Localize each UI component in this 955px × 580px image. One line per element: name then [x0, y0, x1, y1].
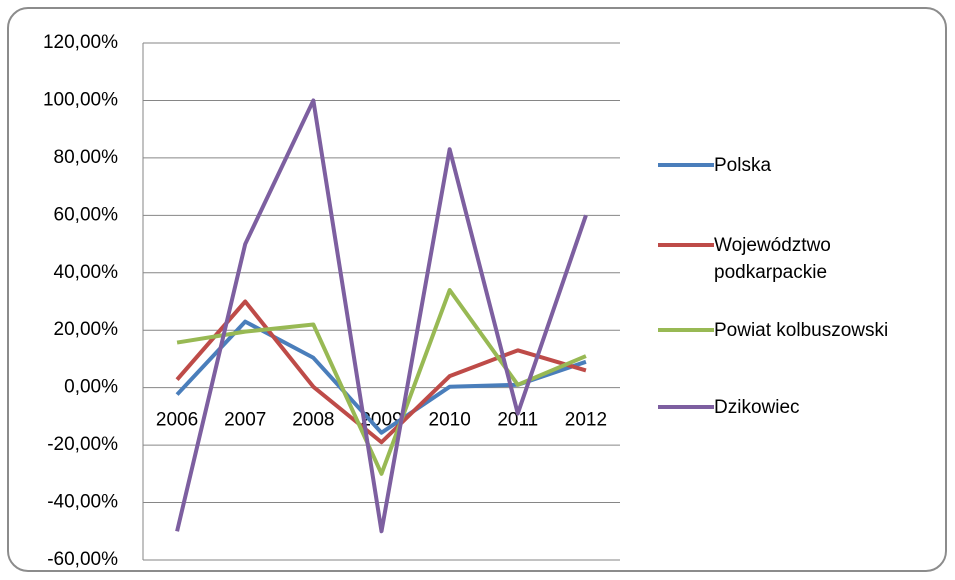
- x-tick-label: 2006: [156, 410, 198, 431]
- y-tick-label: 60,00%: [54, 204, 119, 225]
- x-tick-label: 2010: [429, 410, 471, 431]
- legend-label: Województwo podkarpackie: [714, 235, 831, 283]
- y-tick-label: 80,00%: [54, 147, 119, 168]
- legend-label: Polska: [714, 155, 772, 176]
- legend-item: Polska: [658, 152, 893, 179]
- legend-swatch: [658, 163, 714, 167]
- y-tick-label: 0,00%: [64, 377, 118, 398]
- y-tick-label: 120,00%: [43, 32, 118, 53]
- x-tick-label: 2008: [292, 410, 334, 431]
- y-tick-label: 100,00%: [43, 89, 118, 110]
- legend-item: Powiat kolbuszowski: [658, 317, 893, 344]
- legend-swatch: [658, 243, 714, 247]
- legend-swatch: [658, 405, 714, 409]
- y-tick-label: 20,00%: [54, 319, 119, 340]
- x-tick-label: 2012: [565, 410, 607, 431]
- legend-label: Powiat kolbuszowski: [714, 320, 889, 341]
- series-line: [175, 299, 587, 445]
- legend-item: Dzikowiec: [658, 394, 893, 421]
- chart-frame: [7, 7, 947, 572]
- legend-label: Dzikowiec: [714, 397, 800, 418]
- y-tick-label: -40,00%: [47, 492, 118, 513]
- x-tick-label: 2011: [497, 410, 538, 431]
- legend-swatch: [658, 328, 714, 332]
- legend-item: Województwo podkarpackie: [658, 232, 893, 286]
- series-line: [176, 288, 587, 476]
- y-tick-label: -20,00%: [47, 434, 118, 455]
- y-tick-label: 40,00%: [54, 262, 119, 283]
- x-tick-label: 2007: [224, 410, 266, 431]
- series-line: [175, 98, 588, 534]
- y-tick-label: -60,00%: [47, 549, 118, 570]
